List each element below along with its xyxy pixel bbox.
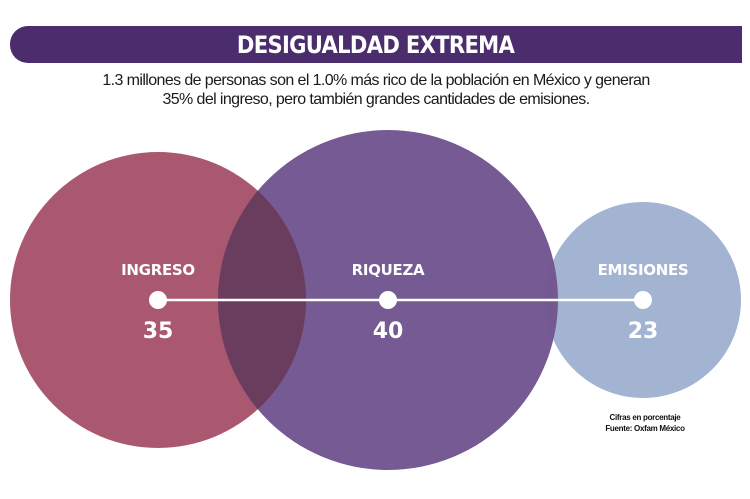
value-emisiones: 23 (627, 319, 659, 344)
footnote: Cifras en porcentaje Fuente: Oxfam Méxic… (580, 412, 710, 434)
footnote-units: Cifras en porcentaje (609, 413, 681, 422)
value-ingreso: 35 (142, 319, 174, 344)
chart-subtitle: 1.3 millones de personas son el 1.0% más… (20, 71, 732, 109)
value-riqueza: 40 (372, 319, 404, 344)
dot-ingreso (149, 291, 167, 309)
footnote-source: Fuente: Oxfam México (605, 424, 685, 433)
label-ingreso: INGRESO (121, 261, 195, 279)
label-riqueza: RIQUEZA (351, 261, 425, 279)
subtitle-line-1: 1.3 millones de personas son el 1.0% más… (102, 72, 650, 89)
dot-emisiones (634, 291, 652, 309)
subtitle-line-2: 35% del ingreso, pero también grandes ca… (162, 91, 590, 108)
chart-title: DESIGUALDAD EXTREMA (237, 30, 515, 59)
dot-riqueza (379, 291, 397, 309)
title-bar: DESIGUALDAD EXTREMA (10, 26, 742, 63)
label-emisiones: EMISIONES (597, 261, 689, 279)
